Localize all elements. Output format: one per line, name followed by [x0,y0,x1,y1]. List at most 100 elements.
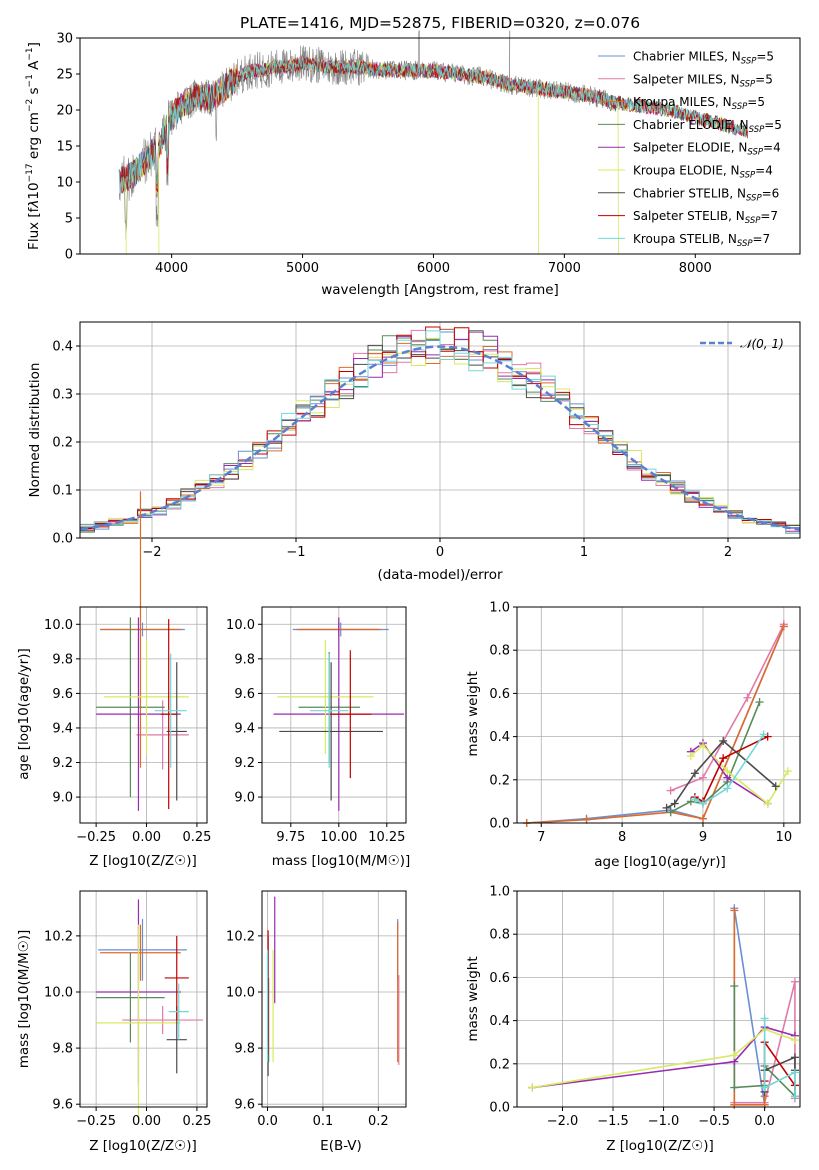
x-tick-label: −0.5 [698,1114,730,1129]
y-tick-label: 10.2 [44,929,73,944]
panel-frame [261,890,407,1108]
y-tick-label: 0.4 [489,1014,510,1029]
x-tick-label: 0.2 [368,1114,389,1129]
x-tick-label: −2 [142,545,161,560]
y-axis-label: age [log10(age/yr)] [16,648,32,780]
x-tick-label: 6000 [417,261,450,276]
y-tick-label: 1.0 [489,885,510,900]
legend-subscript: SSP [740,171,756,181]
x-tick-label: −1.0 [648,1114,680,1129]
y-tick-label: 9.8 [52,1042,73,1057]
x-tick-label: 2 [724,545,732,560]
legend-entry: Salpeter ELODIE, NSSP=4 [633,141,781,158]
y-tick-label: 10.0 [226,985,255,1000]
y-tick-label: 0.6 [489,971,510,986]
legend-entry: Chabrier STELIB, NSSP=6 [633,186,779,203]
y-tick-label: 9.8 [234,1042,255,1057]
y-tick-label: 9.0 [234,791,255,806]
y-axis-label: Flux [fλ10−17 erg cm−2 s−1 A−1] [25,42,42,250]
y-tick-label: 10.0 [44,618,73,633]
y-tick-label: 9.6 [234,687,255,702]
residual-histograms [79,326,801,538]
x-tick-label: −0.25 [76,830,116,845]
x-tick-label: 10.00 [320,830,357,845]
model-spectrum-kroupa_stelib [118,57,748,195]
massweight-vs-metallicity-panel: −2.0 −1.5 −1.0 −0.5 0.0 0.0 0.2 0.4 0.6 0.8 1.0 [489,885,801,1129]
legend-subscript: SSP [740,79,756,89]
residual-ticks: −2 −1 0 1 2 0.0 0.1 0.2 0.3 0.4 [52,340,732,561]
x-tick-label: 0.0 [257,1114,278,1129]
spectrum-panel: PLATE=1416, MJD=52875, FIBERID=0320, z=0… [25,14,801,298]
y-axis-label: Normed distribution [27,363,43,498]
y-tick-label: 9.6 [234,1098,255,1113]
y-tick-label: 0.6 [489,687,510,702]
x-axis-label: Z [log10(Z/Z☉)] [89,1138,197,1154]
panel-frame [261,606,407,824]
x-axis-label: (data-model)/error [377,567,503,583]
gauss-legend-label: 𝒩(0, 1) [740,337,784,351]
legend: Chabrier MILES, NSSP=5 Salpeter MILES, NS… [598,50,782,249]
y-tick-label: 0 [65,248,73,263]
mass-vs-ebv-panel: 0.0 0.1 0.2 9.6 9.8 10.0 10.2 [226,890,407,1129]
legend-subscript: SSP [746,193,762,203]
y-tick-label: 0.4 [489,730,510,745]
series-line-salpeter_stelib [694,735,769,803]
x-tick-label: 0.00 [132,1114,161,1129]
y-tick-label: 10.0 [226,618,255,633]
mass-vs-metallicity-panel: −0.25 0.00 0.25 9.6 9.8 10.0 10.2 [44,890,211,1129]
y-tick-label: 0.3 [52,388,73,403]
legend-subscript: SSP [737,239,753,249]
observed-spectrum [118,30,617,240]
y-axis-label: mass weight [465,956,481,1041]
y-tick-label: 0.2 [52,436,73,451]
x-tick-label: −2.0 [547,1114,579,1129]
panel-frame [79,890,208,1108]
residual-hist-kroupa_stelib [79,330,800,538]
y-tick-label: 5 [65,212,73,227]
y-tick-label: 1.0 [489,601,510,616]
y-tick-label: 9.0 [52,791,73,806]
y-axis-label: mass [log10(M/M☉)] [16,930,32,1069]
y-tick-label: 10 [56,176,73,191]
x-axis-label: Z [log10(Z/Z☉)] [606,1138,714,1154]
y-tick-label: 10.0 [44,985,73,1000]
legend-entry: Chabrier MILES, NSSP=5 [633,50,774,67]
model-spectrum-salpeter_miles [118,55,624,197]
y-tick-label: 9.4 [52,721,73,736]
y-tick-label: 0.0 [52,532,73,547]
x-axis-label: age [log10(age/yr)] [594,854,726,870]
y-tick-label: 0.0 [489,1101,510,1116]
x-tick-label: −1.5 [597,1114,629,1129]
x-axis-label: Z [log10(Z/Z☉)] [89,853,197,869]
legend-subscript: SSP [745,216,761,226]
legend-subscript: SSP [741,57,757,67]
legend-entry: Salpeter MILES, NSSP=5 [633,72,773,89]
y-tick-label: 9.4 [234,721,255,736]
x-tick-label: 8000 [679,261,712,276]
y-tick-label: 0.8 [489,928,510,943]
legend-value: =4 [755,164,773,178]
spectrum-ticks: 4000 5000 6000 7000 8000 0 5 10 15 20 25 30 [56,32,711,277]
x-tick-label: 10 [776,830,793,845]
y-tick-label: 0.0 [489,817,510,832]
x-tick-label: 0.0 [754,1114,775,1129]
x-axis-label: wavelength [Angstrom, rest frame] [321,282,559,298]
series-line-kroupa_elodie [532,1028,796,1089]
y-tick-label: 0.2 [489,1057,510,1072]
x-tick-label: 0 [436,545,444,560]
series-line-kroupa_stelib [763,1018,796,1097]
chart-title: PLATE=1416, MJD=52875, FIBERID=0320, z=0… [240,14,640,32]
y-tick-label: 9.2 [234,756,255,771]
x-tick-label: −0.25 [76,1114,116,1129]
x-tick-label: 0.1 [313,1114,334,1129]
series-line-chabrier_miles [526,626,785,824]
y-tick-label: 25 [56,68,73,83]
x-tick-label: 1 [580,545,588,560]
y-tick-label: 0.8 [489,644,510,659]
x-tick-label: 5000 [286,261,319,276]
x-tick-label: 4000 [155,261,188,276]
series-line-kroupa_miles [526,626,785,824]
model-spectrum-kroupa_miles [118,55,624,193]
legend-value: =5 [764,118,782,132]
